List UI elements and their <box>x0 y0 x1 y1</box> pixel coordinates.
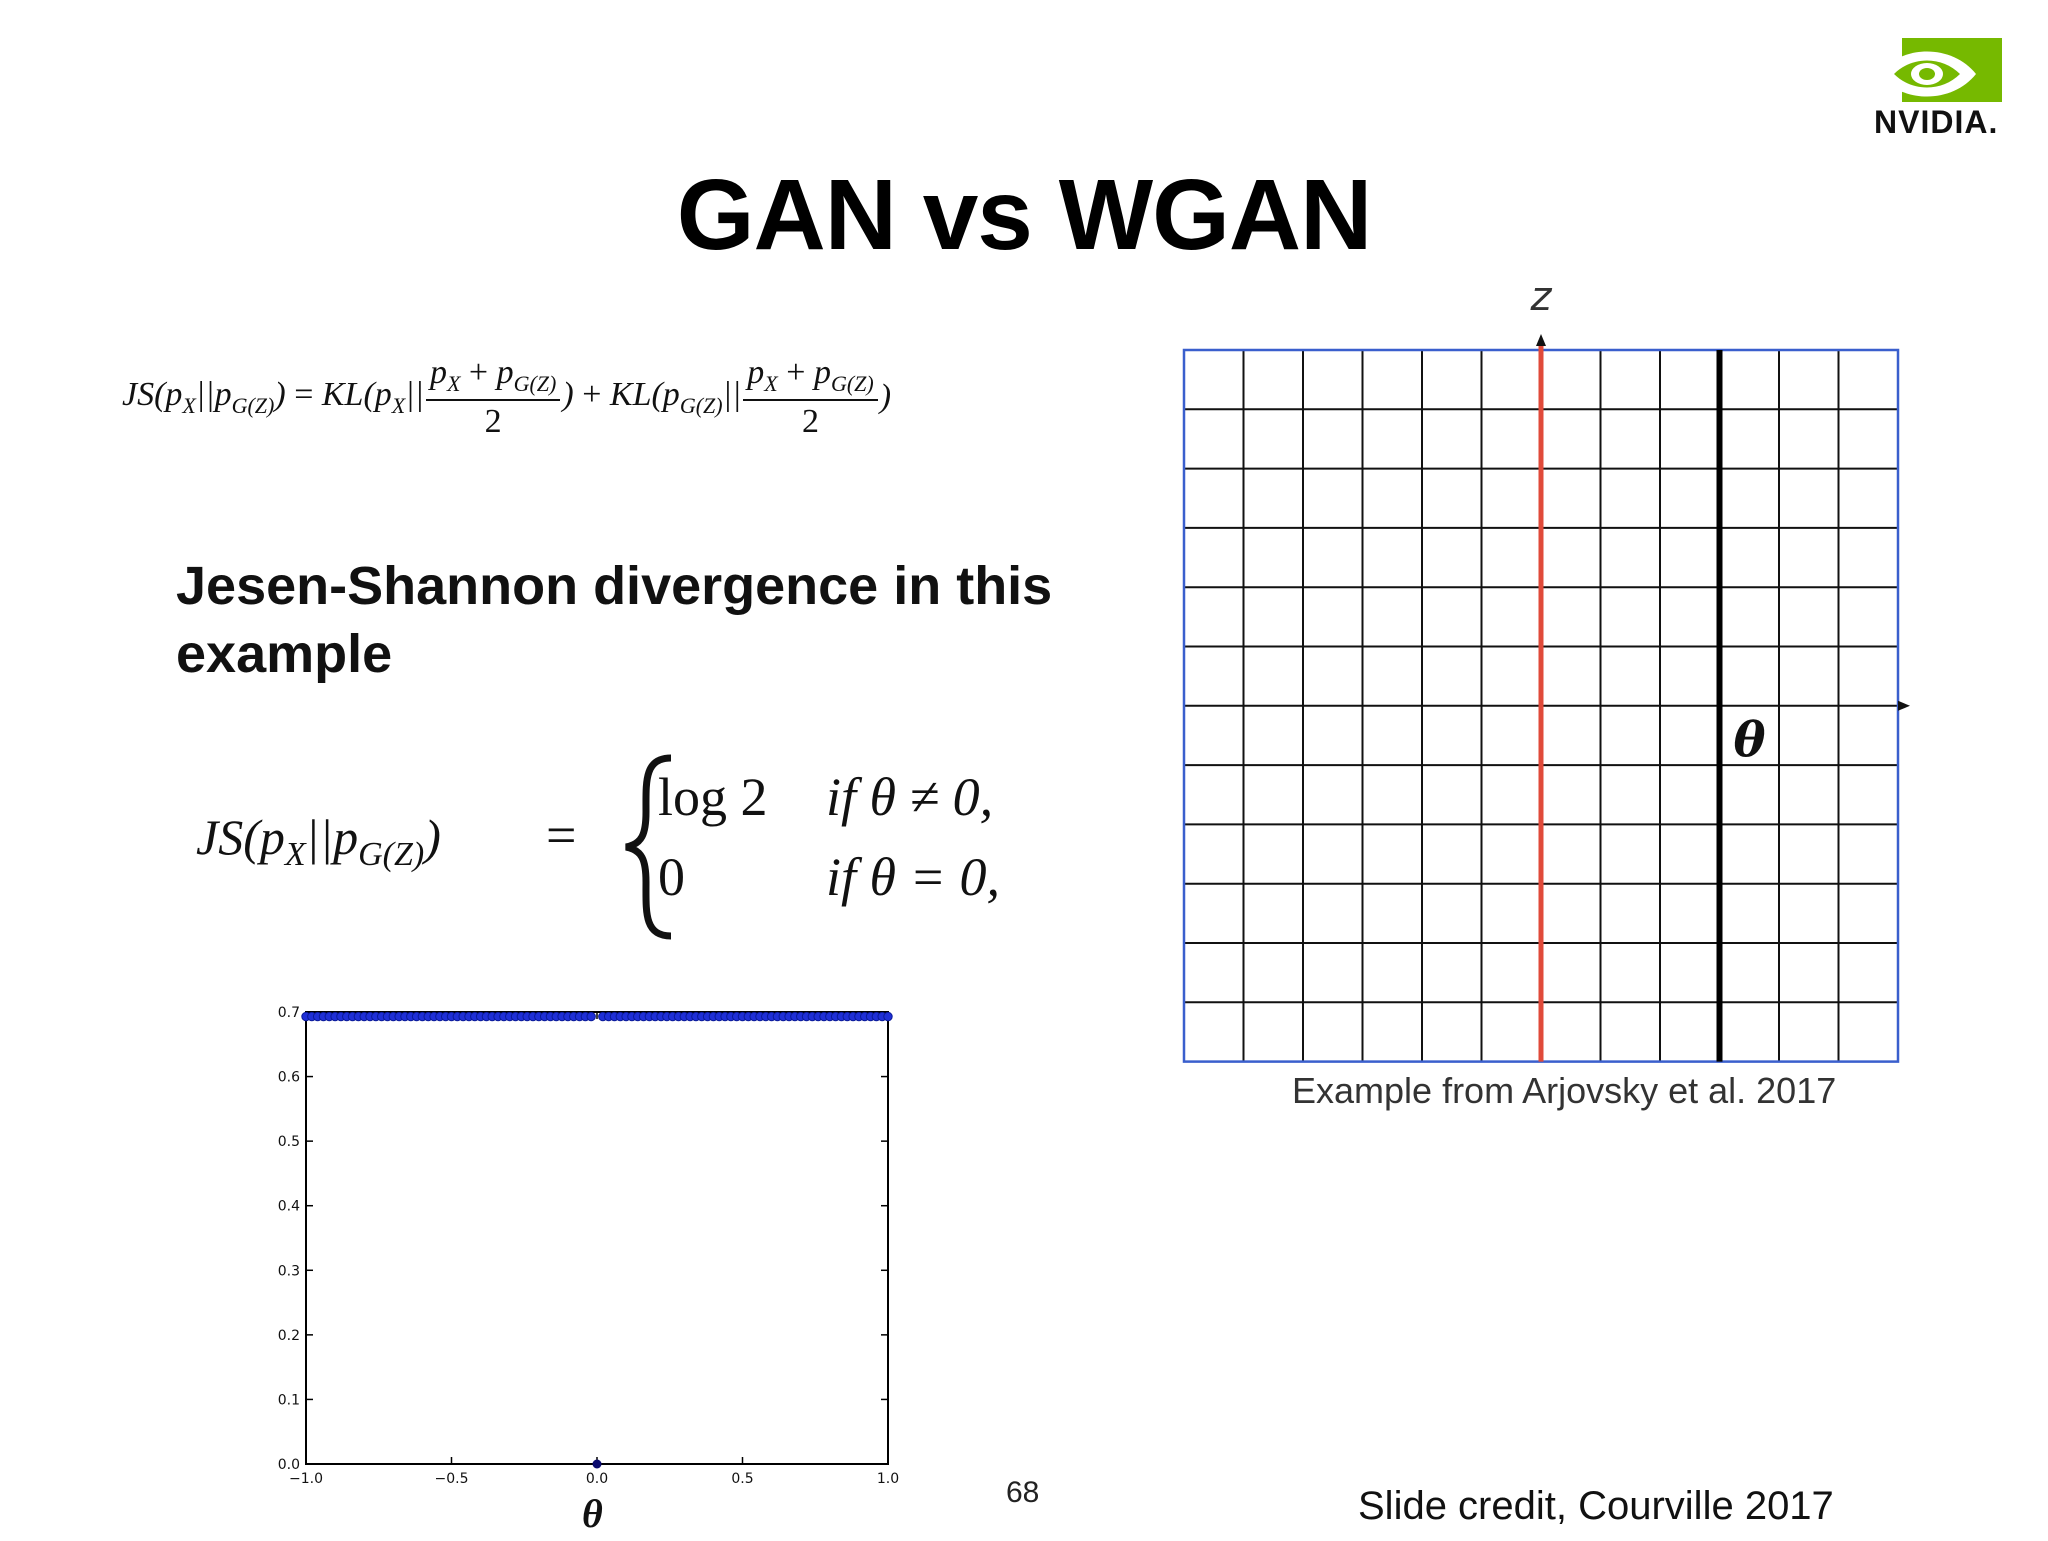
x-tick-label: 0.5 <box>731 1471 753 1487</box>
page-number: 68 <box>1006 1476 1040 1509</box>
js-cases-formula: JS(pX||pG(Z)) = log 2 if θ ≠ 0, 0 if θ =… <box>196 752 1076 952</box>
js-heading: Jesen-Shannon divergence in this example <box>176 556 1053 684</box>
x-tick-label: −1.0 <box>289 1471 323 1487</box>
formula-lhs: JS(pX||pG(Z)) = KL(pX|| <box>122 376 424 418</box>
x-tick-label: 1.0 <box>877 1471 899 1487</box>
formula-mid: ) + KL(pG(Z)|| <box>562 376 742 418</box>
plot-xlabel: θ <box>582 1491 603 1536</box>
x-arrow-icon <box>1898 700 1910 711</box>
formula-fraction-1: pX + pG(Z) 2 <box>425 354 561 441</box>
grid-svg: zθ <box>1182 274 1910 1063</box>
plot-frame <box>305 1011 889 1465</box>
formula-fraction-2: pX + pG(Z) 2 <box>743 354 878 441</box>
left-brace-icon <box>625 754 672 940</box>
data-point <box>586 1011 596 1022</box>
case1-condition: if θ ≠ 0, <box>826 767 994 827</box>
y-tick-label: 0.6 <box>278 1070 300 1086</box>
nvidia-eye-icon <box>1878 38 2002 102</box>
z-axis-label: z <box>1530 274 1553 320</box>
theta-label: θ <box>1733 712 1765 768</box>
grid-caption: Example from Arjovsky et al. 2017 <box>1292 1070 1837 1111</box>
x-tick-label: −0.5 <box>435 1471 469 1487</box>
case2-value: 0 <box>658 847 685 907</box>
slide-title: GAN vs WGAN <box>676 159 1373 271</box>
js-plot: 0.0 0.1 0.2 0.3 0.4 0.5 0.6 0.7 −1.0 −0.5 0.0 0.5 1.… <box>258 996 918 1536</box>
slide-credit: Slide credit, Courville 2017 <box>1358 1484 1834 1528</box>
y-tick-label: 0.4 <box>278 1199 300 1215</box>
nvidia-logo <box>1872 34 2022 144</box>
js-chart-svg: 0.0 0.1 0.2 0.3 0.4 0.5 0.6 0.7 −1.0 −0.5 0.0 0.5 1.… <box>278 1005 899 1487</box>
y-tick-label: 0.7 <box>278 1005 300 1021</box>
y-tick-label: 0.0 <box>278 1457 300 1473</box>
case1-value: log 2 <box>658 767 768 827</box>
case2-condition: if θ = 0, <box>826 847 1000 907</box>
y-tick-label: 0.1 <box>278 1392 300 1408</box>
y-tick-label: 0.2 <box>278 1328 300 1344</box>
x-tick-label: 0.0 <box>586 1471 608 1487</box>
js-definition-formula: JS(pX||pG(Z)) = KL(pX|| pX + pG(Z) 2 ) +… <box>122 354 892 441</box>
data-point <box>883 1011 893 1022</box>
y-tick-label: 0.3 <box>278 1263 300 1279</box>
nvidia-wordmark: NVIDIA. <box>1874 104 1999 140</box>
data-point-zero <box>592 1459 602 1469</box>
z-arrow-icon <box>1536 334 1546 346</box>
y-tick-label: 0.5 <box>278 1134 300 1150</box>
